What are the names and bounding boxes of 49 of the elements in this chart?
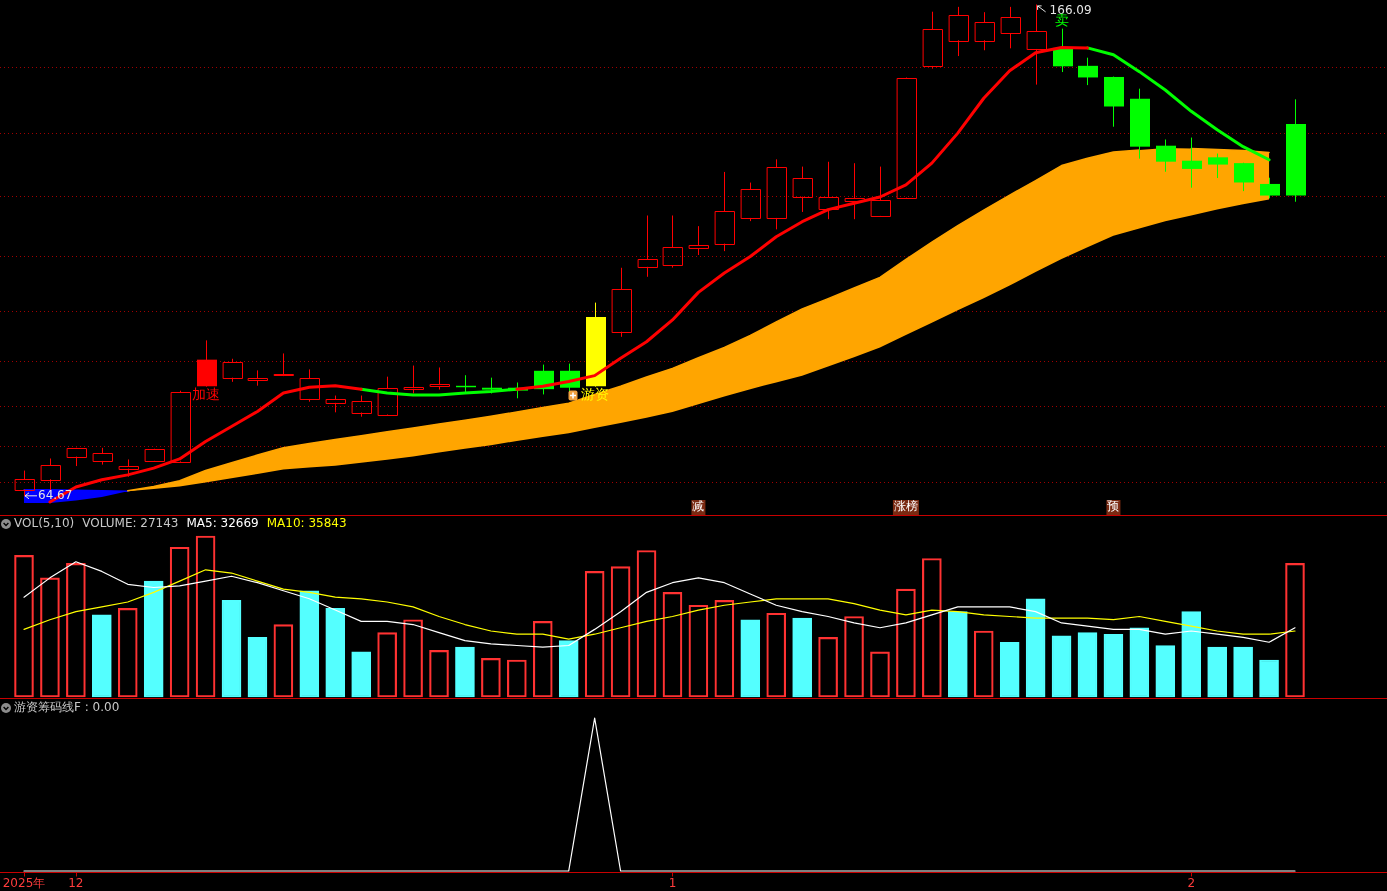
x-tick-label: 减 [692,499,705,514]
candlestick [819,161,839,220]
x-tick-label: 12 [68,875,84,890]
candlestick [715,171,735,252]
candlestick [897,78,917,199]
candlestick [171,392,191,463]
candlestick [689,226,709,256]
candlestick [248,370,268,386]
candlestick [326,395,346,413]
x-tick-label: 2025年 [2,875,46,890]
candlestick [378,376,398,416]
x-tick-label: 预 [1107,499,1120,514]
candlestick [93,447,113,465]
candlestick [41,458,61,491]
text: MA10: 35843 [266,516,347,531]
candlestick [274,353,294,376]
candlestick [923,11,943,69]
candlestick [404,365,424,394]
candlestick [1182,137,1202,188]
candlestick [119,459,139,477]
chart-subtitle: VOLUME: 27143 [82,516,179,531]
candlestick [845,163,865,220]
candlestick [352,395,372,417]
chart-title: VOL(5,10) [14,516,75,531]
text: 加速 [191,385,220,402]
chart-title: 游资筹码线F : 0.00 [14,700,120,715]
candlestick [1208,153,1228,179]
x-tick-label: 2 [1187,875,1196,890]
x-tick-label: 涨榜 [893,499,918,514]
candlestick [871,166,891,217]
candlestick [1234,162,1254,192]
candlestick [949,6,969,57]
candlestick [1156,139,1176,172]
candlestick [430,367,450,390]
candlestick [67,448,87,467]
candlestick [1001,6,1021,49]
candlestick [1053,28,1073,73]
candlestick [975,12,995,51]
candlestick [300,369,320,402]
text: MA5: 32669 [186,516,259,531]
x-tick-label: 1 [668,875,677,890]
candlestick [793,166,813,213]
candlestick [612,267,632,337]
candlestick [767,159,787,230]
candlestick [1078,57,1098,86]
candlestick [1260,177,1280,199]
candlestick [638,215,658,277]
candlestick [741,182,761,222]
candlestick [223,358,243,382]
